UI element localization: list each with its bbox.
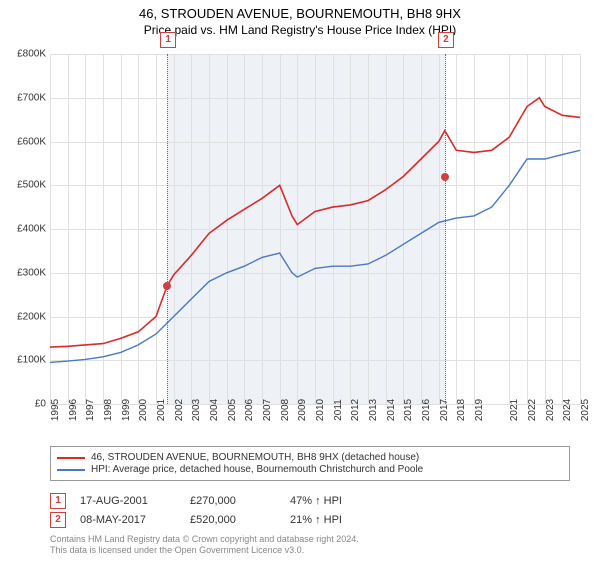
event-hpi: 47% ↑ HPI (290, 495, 342, 507)
legend-swatch (57, 469, 85, 471)
chart-subtitle: Price paid vs. HM Land Registry's House … (0, 23, 600, 37)
legend-item: HPI: Average price, detached house, Bour… (57, 464, 563, 475)
legend-label: 46, STROUDEN AVENUE, BOURNEMOUTH, BH8 9H… (91, 452, 419, 463)
event-marker-icon: 1 (50, 493, 66, 509)
legend-label: HPI: Average price, detached house, Bour… (91, 464, 423, 475)
event-row: 2 08-MAY-2017 £520,000 21% ↑ HPI (50, 512, 342, 528)
footer-line: This data is licensed under the Open Gov… (50, 545, 359, 556)
event-hpi: 21% ↑ HPI (290, 514, 342, 526)
legend: 46, STROUDEN AVENUE, BOURNEMOUTH, BH8 9H… (50, 446, 570, 481)
legend-item: 46, STROUDEN AVENUE, BOURNEMOUTH, BH8 9H… (57, 452, 563, 463)
chart-title: 46, STROUDEN AVENUE, BOURNEMOUTH, BH8 9H… (0, 6, 600, 21)
event-date: 08-MAY-2017 (80, 514, 190, 526)
legend-swatch (57, 457, 85, 459)
event-price: £270,000 (190, 495, 290, 507)
chart-lines (50, 54, 580, 404)
footer-attribution: Contains HM Land Registry data © Crown c… (50, 534, 359, 557)
events-table: 1 17-AUG-2001 £270,000 47% ↑ HPI 2 08-MA… (50, 490, 342, 531)
event-date: 17-AUG-2001 (80, 495, 190, 507)
event-marker-icon: 2 (50, 512, 66, 528)
footer-line: Contains HM Land Registry data © Crown c… (50, 534, 359, 545)
chart-plot-area: 12 £0£100K£200K£300K£400K£500K£600K£700K… (50, 54, 580, 404)
event-row: 1 17-AUG-2001 £270,000 47% ↑ HPI (50, 493, 342, 509)
event-price: £520,000 (190, 514, 290, 526)
